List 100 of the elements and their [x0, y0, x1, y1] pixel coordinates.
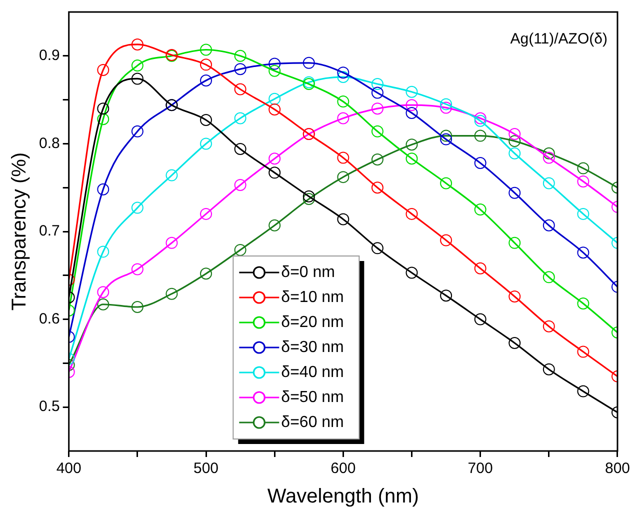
- point: [166, 288, 178, 300]
- point: [200, 268, 212, 280]
- point: [97, 183, 110, 196]
- point: [508, 147, 521, 160]
- point: [97, 113, 110, 126]
- point: [337, 152, 350, 164]
- x-tick-label: 800: [604, 460, 630, 478]
- x-axis-title: Wavelength (nm): [267, 486, 419, 508]
- point: [542, 219, 555, 232]
- point: [406, 266, 418, 279]
- point: [234, 244, 246, 256]
- point: [337, 171, 350, 184]
- point: [200, 208, 212, 220]
- point: [577, 162, 590, 174]
- point: [200, 114, 212, 126]
- point: [131, 301, 144, 314]
- point: [542, 320, 555, 332]
- point: [577, 208, 590, 220]
- x-tick-label: 600: [330, 460, 356, 478]
- point: [302, 190, 315, 202]
- point: [131, 72, 144, 85]
- point: [371, 154, 384, 166]
- point: [406, 86, 418, 98]
- point: [440, 130, 452, 142]
- point: [268, 92, 281, 105]
- y-tick-label: 0.8: [38, 134, 60, 152]
- point: [508, 186, 521, 199]
- point: [406, 99, 418, 112]
- point: [474, 262, 486, 274]
- point: [577, 297, 590, 310]
- point: [200, 138, 212, 150]
- point: [508, 337, 521, 350]
- y-tick-label: 0.9: [38, 47, 60, 64]
- point: [131, 202, 144, 214]
- point: [542, 271, 555, 284]
- point: [542, 177, 555, 190]
- point: [474, 157, 486, 170]
- point: [337, 112, 350, 124]
- point: [542, 152, 555, 164]
- point: [406, 208, 418, 220]
- point: [371, 102, 384, 115]
- point: [371, 86, 384, 99]
- point: [131, 38, 144, 50]
- point: [268, 152, 281, 165]
- point: [371, 242, 384, 254]
- point: [131, 60, 144, 72]
- point: [268, 103, 281, 116]
- point: [440, 234, 452, 246]
- legend-label: δ=40 nm: [281, 364, 344, 381]
- point: [337, 213, 350, 226]
- point: [337, 66, 350, 79]
- point: [200, 58, 212, 71]
- point: [508, 236, 521, 249]
- point: [268, 219, 281, 232]
- x-tick-label: 400: [56, 460, 82, 478]
- point: [371, 182, 384, 194]
- point: [440, 133, 452, 146]
- point: [577, 346, 590, 358]
- point: [234, 50, 246, 62]
- point: [337, 96, 350, 108]
- legend-label: δ=30 nm: [281, 338, 344, 356]
- x-tick-label: 700: [468, 460, 493, 478]
- annotation: Ag(11)/AZO(δ): [510, 30, 608, 48]
- point: [97, 64, 110, 76]
- point: [440, 177, 452, 190]
- y-axis-title: Transparency (%): [8, 152, 31, 311]
- point: [131, 125, 144, 138]
- point: [440, 290, 452, 302]
- point: [97, 298, 110, 310]
- point: [268, 58, 281, 70]
- point: [97, 286, 110, 298]
- legend-label: δ=0 nm: [281, 264, 335, 281]
- point: [508, 128, 521, 140]
- point: [268, 64, 281, 77]
- point: [508, 290, 521, 302]
- point: [371, 125, 384, 138]
- point: [474, 114, 486, 127]
- point: [234, 83, 246, 96]
- point: [131, 263, 144, 276]
- point: [474, 112, 486, 124]
- point: [577, 246, 590, 259]
- legend-label: δ=20 nm: [281, 314, 344, 331]
- point: [200, 44, 212, 56]
- legend-label: δ=50 nm: [281, 388, 344, 406]
- point: [234, 112, 246, 124]
- point: [406, 106, 418, 119]
- point: [542, 363, 555, 376]
- point: [234, 178, 246, 191]
- point: [474, 130, 486, 142]
- x-tick-label: 500: [193, 460, 219, 478]
- legend-label: δ=60 nm: [281, 414, 344, 431]
- point: [166, 236, 178, 249]
- point: [268, 166, 281, 179]
- point: [337, 70, 350, 83]
- point: [577, 175, 590, 188]
- point: [406, 152, 418, 165]
- point: [440, 98, 452, 110]
- legend-label: δ=10 nm: [281, 288, 344, 306]
- point: [474, 204, 486, 216]
- point: [440, 102, 452, 114]
